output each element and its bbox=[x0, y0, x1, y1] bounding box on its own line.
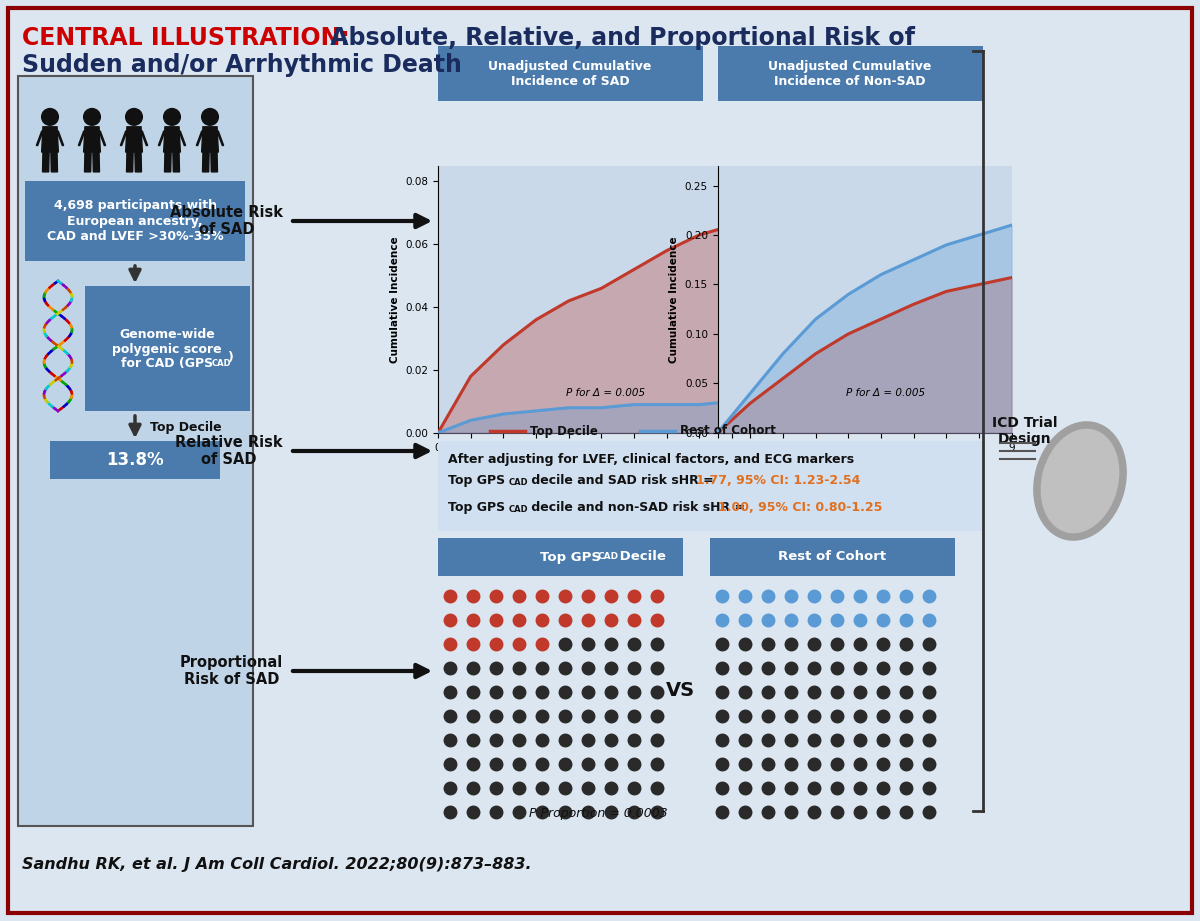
Polygon shape bbox=[84, 152, 91, 172]
Bar bbox=[710, 538, 955, 576]
Polygon shape bbox=[202, 127, 218, 152]
Bar bbox=[710, 576, 955, 816]
Bar bbox=[438, 441, 983, 531]
Text: Top Decile: Top Decile bbox=[150, 421, 222, 434]
Text: CENTRAL ILLUSTRATION:: CENTRAL ILLUSTRATION: bbox=[22, 26, 349, 50]
Text: Absolute, Relative, and Proportional Risk of: Absolute, Relative, and Proportional Ris… bbox=[322, 26, 916, 50]
Bar bbox=[718, 46, 983, 101]
Polygon shape bbox=[84, 127, 101, 152]
Polygon shape bbox=[126, 127, 143, 152]
Text: Sudden and/or Arrhythmic Death: Sudden and/or Arrhythmic Death bbox=[22, 53, 462, 77]
Text: Genome-wide
polygenic score
for CAD (GPS: Genome-wide polygenic score for CAD (GPS bbox=[112, 328, 222, 370]
Polygon shape bbox=[42, 127, 59, 152]
Polygon shape bbox=[211, 152, 217, 172]
Circle shape bbox=[84, 109, 101, 125]
Polygon shape bbox=[158, 131, 164, 146]
Text: decile and SAD risk sHR =: decile and SAD risk sHR = bbox=[527, 474, 718, 487]
Polygon shape bbox=[197, 131, 203, 146]
Polygon shape bbox=[58, 131, 64, 146]
Text: P for Δ = 0.005: P for Δ = 0.005 bbox=[846, 388, 925, 398]
Text: Unadjusted Cumulative
Incidence of Non-SAD: Unadjusted Cumulative Incidence of Non-S… bbox=[768, 60, 931, 88]
Circle shape bbox=[126, 109, 143, 125]
Text: 4,698 participants with
European ancestry,
CAD and LVEF >30%-35%: 4,698 participants with European ancestr… bbox=[47, 200, 223, 242]
Text: CAD: CAD bbox=[509, 478, 529, 487]
Ellipse shape bbox=[1042, 429, 1118, 532]
Bar bbox=[8, 8, 1192, 66]
Polygon shape bbox=[126, 152, 133, 172]
Text: P Proportion = 0.0003: P Proportion = 0.0003 bbox=[529, 807, 667, 820]
Polygon shape bbox=[179, 131, 186, 146]
Bar bbox=[438, 538, 683, 576]
Bar bbox=[18, 76, 253, 826]
Text: 1.00, 95% CI: 0.80-1.25: 1.00, 95% CI: 0.80-1.25 bbox=[718, 501, 882, 514]
X-axis label: Follow-Up Years: Follow-Up Years bbox=[535, 458, 635, 468]
Text: Proportional
Risk of SAD: Proportional Risk of SAD bbox=[180, 655, 283, 687]
Polygon shape bbox=[78, 131, 85, 146]
Text: Top GPS: Top GPS bbox=[448, 474, 505, 487]
Polygon shape bbox=[217, 131, 223, 146]
Circle shape bbox=[163, 109, 180, 125]
Text: ): ) bbox=[228, 351, 234, 364]
Text: P for Δ = 0.005: P for Δ = 0.005 bbox=[566, 388, 646, 398]
Circle shape bbox=[42, 109, 59, 125]
Text: 13.8%: 13.8% bbox=[106, 451, 164, 469]
Ellipse shape bbox=[1034, 422, 1126, 540]
Text: CAD: CAD bbox=[509, 505, 529, 514]
Polygon shape bbox=[163, 127, 180, 152]
Bar bbox=[438, 576, 683, 816]
Polygon shape bbox=[100, 131, 106, 146]
Text: Unadjusted Cumulative
Incidence of SAD: Unadjusted Cumulative Incidence of SAD bbox=[488, 60, 652, 88]
Polygon shape bbox=[36, 131, 43, 146]
Text: Rest of Cohort: Rest of Cohort bbox=[778, 551, 886, 564]
Text: VS: VS bbox=[666, 682, 695, 701]
Bar bbox=[25, 181, 245, 261]
Text: Decile: Decile bbox=[616, 551, 666, 564]
Text: Rest of Cohort: Rest of Cohort bbox=[680, 425, 776, 437]
Text: ICD Trial
Design: ICD Trial Design bbox=[992, 416, 1057, 446]
Text: 1.77, 95% CI: 1.23-2.54: 1.77, 95% CI: 1.23-2.54 bbox=[696, 474, 860, 487]
Bar bbox=[85, 286, 250, 411]
Y-axis label: Cumulative Incidence: Cumulative Incidence bbox=[390, 236, 400, 363]
Bar bbox=[50, 441, 220, 479]
Text: Top Decile: Top Decile bbox=[530, 425, 598, 437]
Polygon shape bbox=[120, 131, 127, 146]
Y-axis label: Cumulative Incidence: Cumulative Incidence bbox=[670, 236, 679, 363]
Polygon shape bbox=[203, 152, 209, 172]
Text: CAD: CAD bbox=[598, 552, 618, 561]
Polygon shape bbox=[92, 152, 100, 172]
Polygon shape bbox=[42, 152, 49, 172]
Text: Absolute Risk
of SAD: Absolute Risk of SAD bbox=[170, 204, 283, 238]
X-axis label: Follow-Up Years: Follow-Up Years bbox=[815, 458, 914, 468]
Text: Sandhu RK, et al. J Am Coll Cardiol. 2022;80(9):873–883.: Sandhu RK, et al. J Am Coll Cardiol. 202… bbox=[22, 857, 532, 871]
Text: Top GPS: Top GPS bbox=[448, 501, 505, 514]
Text: Relative Risk
of SAD: Relative Risk of SAD bbox=[175, 435, 283, 467]
Text: After adjusting for LVEF, clinical factors, and ECG markers: After adjusting for LVEF, clinical facto… bbox=[448, 453, 854, 466]
Text: CAD: CAD bbox=[212, 359, 232, 368]
Polygon shape bbox=[142, 131, 148, 146]
Text: Top GPS: Top GPS bbox=[540, 551, 601, 564]
Polygon shape bbox=[50, 152, 58, 172]
Circle shape bbox=[202, 109, 218, 125]
Polygon shape bbox=[173, 152, 180, 172]
Polygon shape bbox=[134, 152, 142, 172]
Text: decile and non-SAD risk sHR =: decile and non-SAD risk sHR = bbox=[527, 501, 750, 514]
Polygon shape bbox=[164, 152, 172, 172]
Bar bbox=[438, 46, 703, 101]
